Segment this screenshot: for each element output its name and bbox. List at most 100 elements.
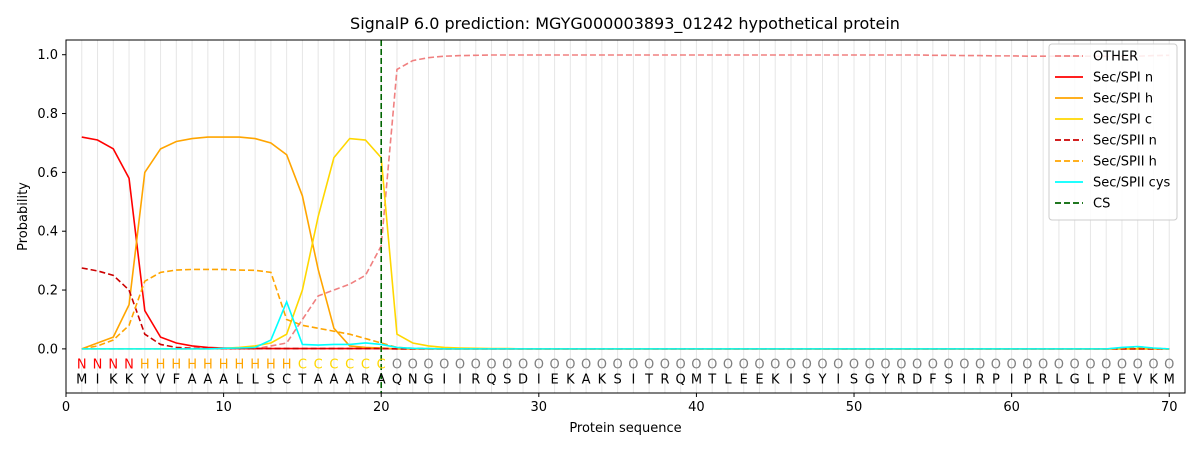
sequence-residue: G (865, 372, 875, 387)
sequence-residue: I (458, 372, 462, 387)
region-label: H (282, 358, 292, 373)
region-label: C (329, 358, 338, 373)
sequence-residue: I (537, 372, 541, 387)
region-label: N (108, 358, 118, 373)
sequence-residue: M (691, 372, 702, 387)
region-label: O (880, 358, 890, 373)
region-label: C (345, 358, 354, 373)
sequence-residue: K (109, 372, 118, 387)
sequence-residue: N (408, 372, 418, 387)
x-tick-label: 0 (62, 400, 70, 415)
residue-labels: NMNINKNKHYHVHFHAHAHAHLHLHSHCCTCACACACRCA… (76, 358, 1175, 388)
region-label: O (455, 358, 465, 373)
region-label: H (171, 358, 181, 373)
region-label: O (928, 358, 938, 373)
region-label: O (754, 358, 764, 373)
sequence-residue: P (1023, 372, 1031, 387)
y-tick-label: 0.8 (37, 107, 58, 122)
region-label: O (1070, 358, 1080, 373)
sequence-residue: T (644, 372, 653, 387)
sequence-residue: E (1118, 372, 1126, 387)
region-label: O (817, 358, 827, 373)
region-label: H (187, 358, 197, 373)
region-label: H (156, 358, 166, 373)
sequence-residue: C (282, 372, 291, 387)
sequence-residue: I (836, 372, 840, 387)
region-label: O (518, 358, 528, 373)
sequence-residue: S (803, 372, 811, 387)
region-label: O (739, 358, 749, 373)
region-label: O (723, 358, 733, 373)
sequence-residue: I (1010, 372, 1014, 387)
legend-label: Sec/SPI h (1093, 92, 1153, 107)
legend-label: OTHER (1093, 50, 1138, 65)
region-label: C (377, 358, 386, 373)
legend-label: Sec/SPII cys (1093, 176, 1171, 191)
region-label: O (628, 358, 638, 373)
sequence-residue: M (1164, 372, 1175, 387)
region-label: H (140, 358, 150, 373)
y-tick-label: 0.4 (37, 225, 58, 240)
region-label: O (975, 358, 985, 373)
x-tick-label: 30 (531, 400, 548, 415)
region-label: O (1148, 358, 1158, 373)
region-label: C (314, 358, 323, 373)
series-line-sec-spii-h (81, 268, 1170, 350)
region-label: H (219, 358, 229, 373)
region-label: O (597, 358, 607, 373)
region-label: O (549, 358, 559, 373)
series-line-other (81, 54, 1170, 350)
sequence-residue: L (1087, 372, 1095, 387)
region-label: O (707, 358, 717, 373)
sequence-residue: A (377, 372, 386, 387)
region-label: O (1007, 358, 1017, 373)
region-label: O (534, 358, 544, 373)
sequence-residue: R (976, 372, 985, 387)
sequence-residue: R (660, 372, 669, 387)
region-label: O (959, 358, 969, 373)
sequence-residue: K (1149, 372, 1158, 387)
region-label: O (471, 358, 481, 373)
sequence-residue: A (219, 372, 228, 387)
x-tick-label: 70 (1161, 400, 1178, 415)
sequence-residue: T (297, 372, 306, 387)
sequence-residue: K (566, 372, 575, 387)
region-label: H (266, 358, 276, 373)
region-label: N (124, 358, 134, 373)
plot-frame (65, 39, 1186, 394)
region-label: O (1101, 358, 1111, 373)
x-tick-label: 10 (215, 400, 232, 415)
sequence-residue: S (503, 372, 511, 387)
region-label: N (93, 358, 103, 373)
legend-label: Sec/SPI n (1093, 71, 1153, 86)
sequence-residue: L (1055, 372, 1063, 387)
region-label: O (865, 358, 875, 373)
sequence-residue: Q (392, 372, 402, 387)
sequence-residue: F (929, 372, 936, 387)
region-label: O (943, 358, 953, 373)
x-axis-title: Protein sequence (569, 421, 681, 436)
region-label: O (486, 358, 496, 373)
region-label: O (408, 358, 418, 373)
region-label: O (912, 358, 922, 373)
sequence-residue: S (850, 372, 858, 387)
region-label: C (361, 358, 370, 373)
sequence-residue: I (789, 372, 793, 387)
region-label: O (392, 358, 402, 373)
region-label: O (1038, 358, 1048, 373)
sequence-residue: K (598, 372, 607, 387)
region-label: O (644, 358, 654, 373)
sequence-residue: K (125, 372, 134, 387)
sequence-residue: D (912, 372, 922, 387)
series-line-sec-spi-h (81, 136, 1170, 350)
region-label: O (1054, 358, 1064, 373)
region-label: O (439, 358, 449, 373)
region-label: H (250, 358, 260, 373)
sequence-residue: A (314, 372, 323, 387)
region-label: O (660, 358, 670, 373)
region-label: O (833, 358, 843, 373)
sequence-residue: R (361, 372, 370, 387)
y-tick-label: 0.6 (37, 166, 58, 181)
sequence-residue: V (156, 372, 165, 387)
